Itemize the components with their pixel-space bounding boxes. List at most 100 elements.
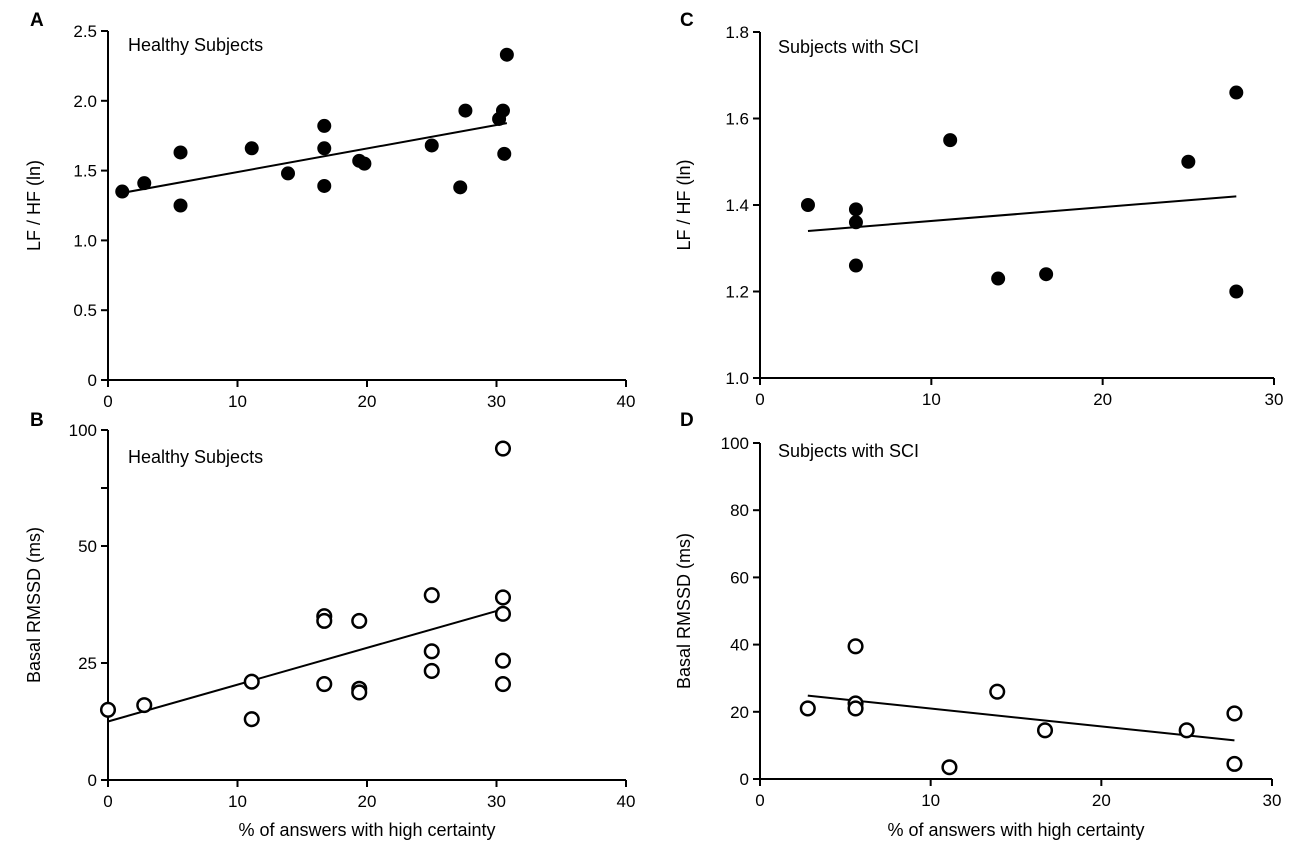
panel-c-letter: C xyxy=(680,10,694,31)
panel-b-data-point xyxy=(494,652,512,669)
panel-a-regression-line xyxy=(122,122,508,194)
panel-c-title: Subjects with SCI xyxy=(778,37,919,57)
panel-d-data-point xyxy=(989,683,1006,700)
panel-a-y-tick-label: 1.0 xyxy=(73,231,97,250)
panel-c-data-point xyxy=(1181,154,1196,169)
panel-a-y-tick-label: 2.5 xyxy=(73,22,97,41)
panel-d-y-tick-label: 20 xyxy=(730,703,749,722)
panel-b-data-point xyxy=(316,612,333,629)
panel-b-data-point xyxy=(243,673,260,690)
panel-a-data-point xyxy=(173,198,188,213)
panel-d-data-point xyxy=(1226,705,1243,722)
panel-b-data-point xyxy=(243,711,260,728)
panel-b-data-point xyxy=(494,589,512,606)
panel-b-letter: B xyxy=(30,410,44,431)
panel-c-data-point xyxy=(800,198,815,212)
panel-c-y-axis-label: LF / HF (ln) xyxy=(674,159,694,250)
panel-c-data-point xyxy=(943,133,958,148)
panel-a-data-point xyxy=(495,103,510,118)
panel-c-x-tick-label: 0 xyxy=(755,390,764,409)
panel-a-data-point xyxy=(244,141,259,156)
panel-b-y-tick-label: 25 xyxy=(78,654,97,673)
panel-a-data-point xyxy=(317,118,332,133)
panel-a-data-point xyxy=(317,141,332,156)
panel-a-data-point xyxy=(424,138,439,153)
panel-c-data-point xyxy=(1229,85,1244,100)
panel-a-y-axis-label: LF / HF (ln) xyxy=(24,160,44,251)
panel-a-x-tick-label: 30 xyxy=(487,392,506,411)
panel-d-letter: D xyxy=(680,410,694,431)
panel-b-x-tick-label: 30 xyxy=(487,792,506,811)
panel-d-data-point xyxy=(799,700,816,717)
panel-b-data-point xyxy=(494,605,512,622)
panel-b-y-tick-label: 0 xyxy=(88,771,97,790)
panel-c-data-point xyxy=(1229,284,1244,299)
panel-b-data-point xyxy=(423,662,440,680)
panel-d-y-tick-label: 60 xyxy=(730,568,749,587)
panel-b-data-point xyxy=(351,612,368,629)
panel-d-title: Subjects with SCI xyxy=(778,441,919,461)
panel-d-data-point xyxy=(1036,722,1054,739)
panel-c-x-tick-label: 10 xyxy=(922,390,941,409)
panel-a-data-point xyxy=(458,103,473,118)
panel-c-data-point xyxy=(848,258,863,273)
panel-c-x-tick-label: 20 xyxy=(1093,390,1112,409)
panel-b-data-point xyxy=(494,676,512,693)
panel-b-x-tick-label: 10 xyxy=(228,792,247,811)
panel-a-data-point xyxy=(357,156,372,171)
panel-a-y-tick-label: 1.5 xyxy=(73,162,97,181)
panel-a-data-point xyxy=(499,47,514,62)
panel-b-data-point xyxy=(136,697,153,714)
panel-d-x-tick-label: 20 xyxy=(1092,791,1111,810)
panel-c-y-tick-label: 1.8 xyxy=(725,23,749,42)
panel-d-data-point xyxy=(1226,755,1243,772)
panel-a-y-tick-label: 2.0 xyxy=(73,92,97,111)
panel-a-x-tick-label: 20 xyxy=(358,392,377,411)
panel-b-x-axis-label: % of answers with high certainty xyxy=(238,820,495,840)
panel-c-y-tick-label: 1.2 xyxy=(725,283,749,302)
panel-b-data-point xyxy=(494,440,512,457)
panel-b-y-axis-label: Basal RMSSD (ms) xyxy=(24,527,44,683)
panel-d-y-tick-label: 100 xyxy=(721,434,749,453)
panel-d-data-point xyxy=(847,638,864,655)
panel-a-x-tick-label: 40 xyxy=(617,392,636,411)
panel-b-regression-line xyxy=(107,608,504,723)
panel-b-y-tick-label: 100 xyxy=(69,421,97,440)
panel-b-data-point xyxy=(99,701,117,718)
panel-a-data-point xyxy=(497,146,512,161)
panel-a-y-tick-label: 0 xyxy=(88,371,97,390)
panel-b-y-tick-label: 50 xyxy=(78,537,97,556)
panel-c-x-tick-label: 30 xyxy=(1265,390,1284,409)
panel-c-data-point xyxy=(848,202,863,217)
panel-d-y-tick-label: 0 xyxy=(740,770,749,789)
panel-c-y-tick-label: 1.4 xyxy=(725,196,749,215)
panel-c-regression-line xyxy=(807,195,1237,232)
panel-a-title: Healthy Subjects xyxy=(128,35,263,55)
panel-d-regression-line xyxy=(807,694,1235,742)
panel-a-data-point xyxy=(115,184,130,199)
panel-b-data-point xyxy=(316,676,333,693)
panel-a-data-point xyxy=(317,178,332,193)
panel-b-x-tick-label: 20 xyxy=(358,792,377,811)
panel-b-data-point xyxy=(351,684,368,701)
panel-c-y-tick-label: 1.6 xyxy=(725,110,749,129)
panel-c-data-point xyxy=(848,215,863,230)
panel-a-data-point xyxy=(137,176,152,191)
panel-a-letter: A xyxy=(30,10,44,31)
panel-d-x-tick-label: 10 xyxy=(921,791,940,810)
panel-d-y-axis-label: Basal RMSSD (ms) xyxy=(674,533,694,689)
panel-b-title: Healthy Subjects xyxy=(128,447,263,467)
panel-d-y-tick-label: 40 xyxy=(730,636,749,655)
panel-d-x-tick-label: 0 xyxy=(755,791,764,810)
panel-d-x-axis-label: % of answers with high certainty xyxy=(887,820,1144,840)
panel-d-data-point xyxy=(941,759,958,776)
panel-c-data-point xyxy=(1039,267,1054,282)
panel-d-data-point xyxy=(847,700,864,717)
panel-a-x-tick-label: 0 xyxy=(103,392,112,411)
panel-c-data-point xyxy=(991,271,1006,286)
panel-d-x-tick-label: 30 xyxy=(1263,791,1282,810)
panel-a-x-tick-label: 10 xyxy=(228,392,247,411)
panel-a-data-point xyxy=(281,166,296,181)
panel-d-data-point xyxy=(1178,722,1195,739)
